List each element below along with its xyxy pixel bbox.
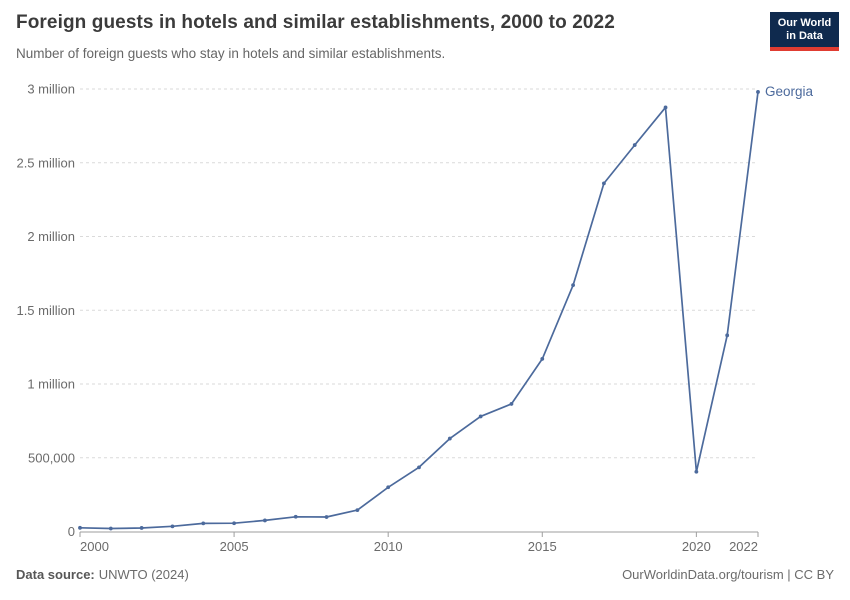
data-point: [571, 283, 575, 288]
data-point: [263, 518, 267, 523]
data-point: [201, 521, 206, 526]
data-point: [108, 526, 113, 531]
x-axis-label: 2000: [80, 539, 109, 554]
data-point: [232, 521, 236, 526]
data-point: [540, 357, 545, 361]
y-axis-label: 2.5 million: [16, 155, 75, 170]
owid-logo[interactable]: Our World in Data: [770, 12, 839, 51]
data-point: [632, 143, 637, 147]
data-point: [78, 525, 82, 530]
data-point: [386, 485, 391, 490]
owid-logo-line2: in Data: [786, 30, 823, 42]
x-axis-label: 2005: [220, 539, 249, 554]
x-axis-label: 2022: [729, 539, 758, 554]
y-axis-label: 1.5 million: [16, 303, 75, 318]
x-axis-label: 2020: [682, 539, 711, 554]
data-source-value: UNWTO (2024): [98, 567, 189, 582]
y-axis-label: 2 million: [27, 229, 75, 244]
data-source-label: Data source:: [16, 567, 95, 582]
data-point: [139, 526, 144, 530]
data-point: [293, 514, 298, 519]
y-axis-label: 1 million: [27, 377, 75, 392]
y-axis-label: 500,000: [28, 450, 75, 465]
data-point: [694, 469, 699, 474]
y-axis-label: 0: [68, 524, 75, 539]
data-point: [447, 436, 452, 441]
chart-subtitle: Number of foreign guests who stay in hot…: [16, 46, 446, 61]
data-point: [324, 515, 329, 519]
credit-link[interactable]: OurWorldinData.org/tourism | CC BY: [622, 567, 834, 582]
y-axis-label: 3 million: [27, 82, 75, 97]
x-axis-label: 2010: [374, 539, 403, 554]
data-point: [756, 90, 760, 94]
owid-logo-line1: Our World: [777, 17, 832, 29]
data-source: Data source: UNWTO (2024): [16, 567, 189, 582]
chart-footer: Data source: UNWTO (2024) OurWorldinData.…: [16, 567, 834, 582]
data-point: [355, 508, 360, 513]
data-point: [725, 333, 730, 338]
series-label: Georgia: [765, 83, 814, 99]
page-title: Foreign guests in hotels and similar est…: [16, 12, 615, 33]
data-point: [663, 105, 668, 110]
data-point: [602, 181, 606, 186]
data-point: [417, 465, 421, 470]
data-point: [170, 524, 175, 529]
data-point: [478, 414, 483, 419]
x-axis-label: 2015: [528, 539, 557, 554]
data-point: [509, 402, 514, 406]
